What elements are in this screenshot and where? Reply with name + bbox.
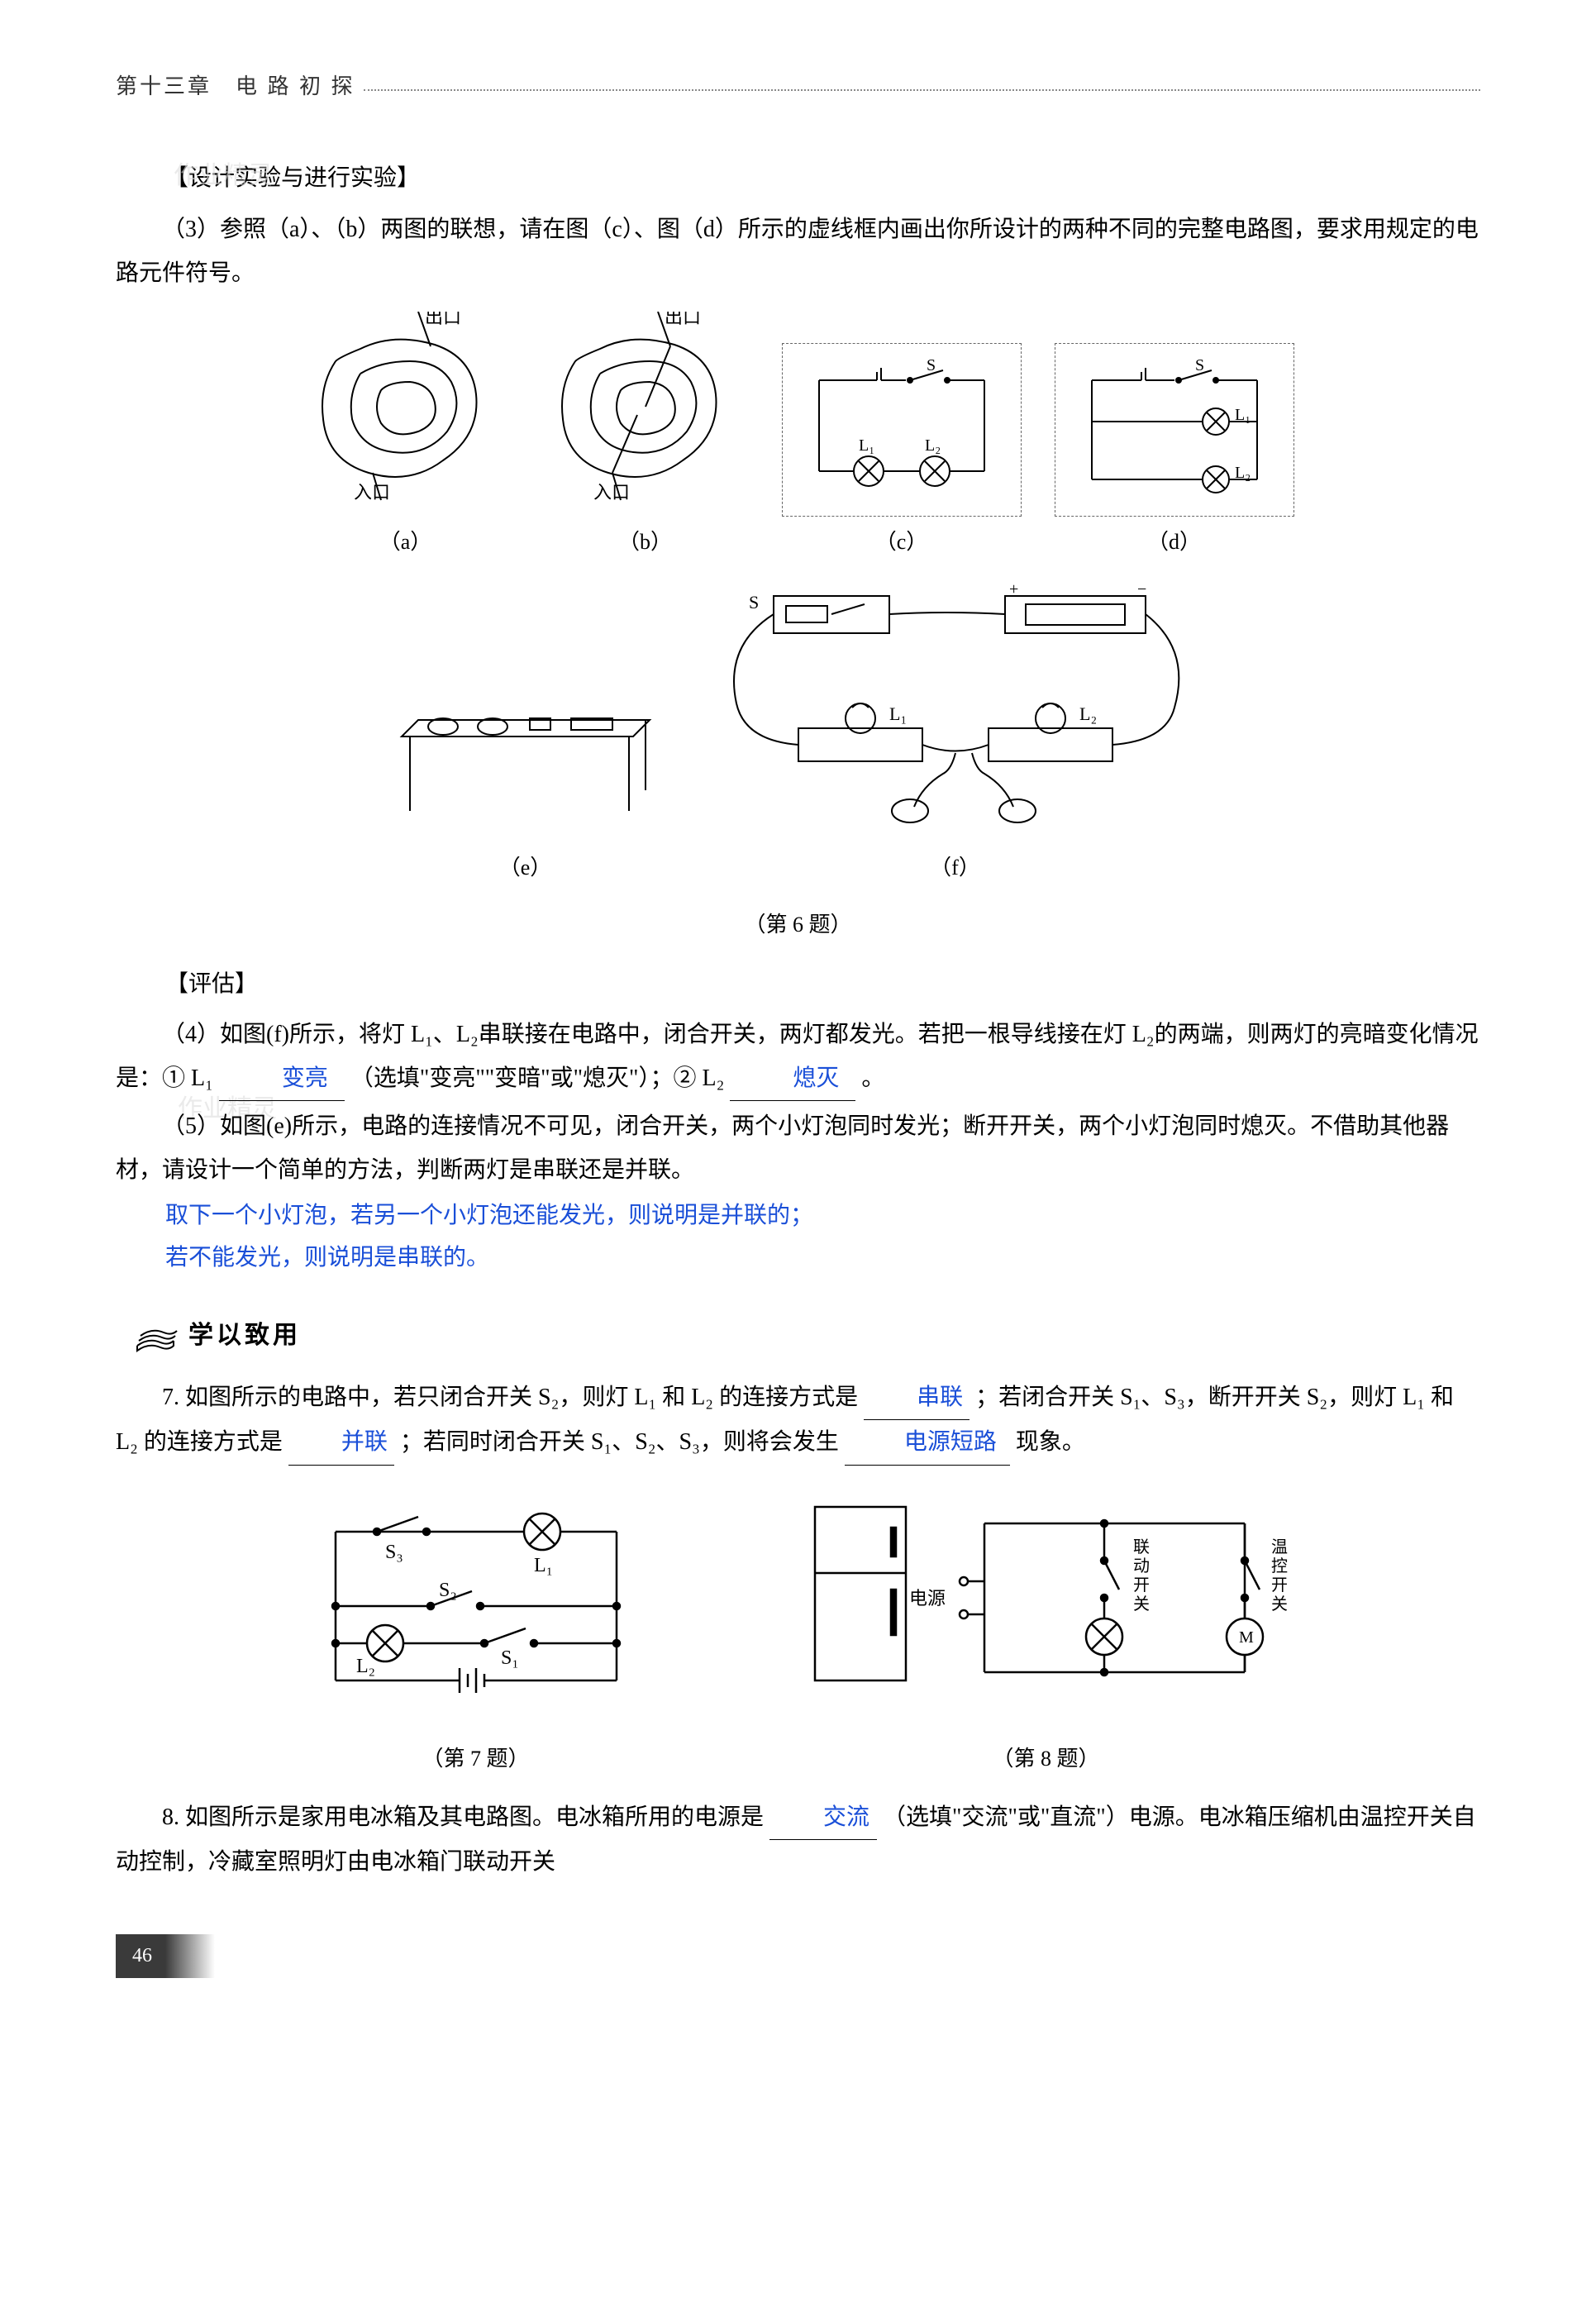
maze-b-svg: 出口 入口: [542, 312, 749, 502]
figure-6f: S + − L₁ L₂: [699, 579, 1212, 889]
figure-8-caption: （第 8 题）: [798, 1738, 1294, 1779]
figure-6-row2: （e） S + −: [116, 579, 1480, 889]
question-3-text: （3）参照（a）、（b）两图的联想，请在图（c）、图（d）所示的虚线框内画出你所…: [116, 207, 1480, 295]
circuit-c-svg: S L₁ L₂: [794, 355, 1009, 504]
q4-answer-2: 熄灭: [730, 1056, 855, 1101]
svg-text:S₃: S₃: [385, 1542, 403, 1563]
figure-6e: （e）: [385, 613, 666, 889]
q8-text-1: 8. 如图所示是家用电冰箱及其电路图。电冰箱所用的电源是: [162, 1804, 764, 1830]
svg-text:L₂: L₂: [1235, 464, 1251, 482]
question-8: 8. 如图所示是家用电冰箱及其电路图。电冰箱所用的电源是 交流 （选填"交流"或…: [116, 1795, 1480, 1884]
q7-text-4: 现象。: [1016, 1429, 1085, 1455]
figure-label-b: （b）: [542, 522, 749, 562]
svg-text:S₁: S₁: [501, 1647, 519, 1669]
svg-text:L₁: L₁: [1235, 406, 1251, 424]
figure-8: M 电源 联 动 开 关 温 控 开 关 （第 8 题）: [798, 1482, 1294, 1780]
question-7: 7. 如图所示的电路中，若只闭合开关 S₂，则灯 L₁ 和 L₂ 的连接方式是 …: [116, 1375, 1480, 1465]
svg-text:L₁: L₁: [859, 436, 874, 455]
figure-6d: S L₁ L₂ （d）: [1055, 343, 1294, 562]
svg-text:L₂: L₂: [1079, 703, 1097, 724]
svg-text:开: 开: [1271, 1576, 1288, 1595]
maze-entry-label: 入口: [354, 482, 390, 502]
svg-text:电源: 电源: [908, 1588, 945, 1609]
q8-answer-1: 交流: [769, 1795, 877, 1840]
q4-text-3: 。: [861, 1065, 884, 1091]
figure-label-c: （c）: [782, 522, 1022, 562]
question-4: （4）如图(f)所示，将灯 L₁、L₂串联接在电路中，闭合开关，两灯都发光。若把…: [116, 1013, 1480, 1101]
section-heading-eval: 【评估】: [165, 962, 1480, 1006]
svg-text:−: −: [1137, 580, 1146, 598]
maze-entry-label: 入口: [593, 482, 630, 502]
circuit-f-svg: S + − L₁ L₂: [699, 579, 1212, 827]
figure-label-a: （a）: [303, 522, 509, 562]
figure-6-caption: （第 6 题）: [116, 904, 1480, 945]
q4-answer-1: 变亮: [219, 1056, 345, 1101]
circuit-8-svg: M 电源 联 动 开 关 温 控 开 关: [798, 1482, 1294, 1714]
figure-label-e: （e）: [385, 847, 666, 888]
svg-text:+: +: [1009, 580, 1018, 598]
section-apply-title: 学以致用: [188, 1312, 301, 1359]
q7-answer-3: 电源短路: [845, 1420, 1010, 1465]
question-5-answer: 取下一个小灯泡，若另一个小灯泡还能发光，则说明是并联的； 若不能发光，则说明是串…: [165, 1195, 1480, 1279]
page-header: 第十三章 电 路 初 探: [116, 66, 1480, 107]
svg-text:L₁: L₁: [534, 1555, 553, 1576]
circuit-d-svg: S L₁ L₂: [1067, 355, 1282, 504]
svg-text:温: 温: [1271, 1537, 1288, 1556]
svg-text:L₂: L₂: [925, 436, 941, 455]
svg-text:关: 关: [1133, 1595, 1150, 1614]
section-heading-experiment: 【设计实验与进行实验】: [165, 156, 1480, 200]
maze-exit-label: 出口: [425, 312, 461, 327]
circuit-7-svg: S₃ S₂ S₁ L₁ L₂: [303, 1499, 650, 1714]
books-icon: [132, 1316, 179, 1356]
svg-text:L₁: L₁: [889, 703, 907, 724]
section-apply: 学以致用: [132, 1312, 1480, 1359]
svg-text:控: 控: [1271, 1556, 1288, 1575]
q5-answer-line2: 若不能发光，则说明是串联的。: [165, 1237, 1480, 1279]
q7-text-1: 7. 如图所示的电路中，若只闭合开关 S₂，则灯 L₁ 和 L₂ 的连接方式是: [162, 1385, 858, 1410]
svg-text:开: 开: [1133, 1576, 1150, 1595]
svg-text:关: 关: [1271, 1595, 1288, 1614]
q7-text-3: ；若同时闭合开关 S₁、S₂、S₃，则将会发生: [400, 1429, 839, 1455]
svg-text:动: 动: [1133, 1556, 1150, 1575]
svg-text:S₂: S₂: [439, 1580, 457, 1601]
svg-text:S: S: [749, 592, 759, 613]
figure-6-row1: 出口 入口 （a） 出口 入口 （b）: [116, 312, 1480, 563]
desk-e-svg: [385, 613, 666, 827]
figure-7: S₃ S₂ S₁ L₁ L₂ （第 7 题）: [303, 1499, 650, 1780]
q7-answer-2: 并联: [288, 1420, 394, 1465]
svg-text:M: M: [1239, 1628, 1254, 1647]
chapter-title: 第十三章 电 路 初 探: [116, 66, 355, 107]
figure-6b: 出口 入口 （b）: [542, 312, 749, 563]
figure-label-d: （d）: [1055, 522, 1294, 562]
header-dots: [364, 89, 1480, 91]
question-5: （5）如图(e)所示，电路的连接情况不可见，闭合开关，两个小灯泡同时发光；断开开…: [116, 1104, 1480, 1192]
figure-6a: 出口 入口 （a）: [303, 312, 509, 563]
page-number: 46: [116, 1934, 215, 1979]
svg-text:L₂: L₂: [356, 1656, 375, 1677]
maze-exit-label: 出口: [665, 312, 701, 327]
svg-text:联: 联: [1133, 1537, 1150, 1556]
maze-a-svg: 出口 入口: [303, 312, 509, 502]
q7-answer-1: 串联: [864, 1375, 970, 1420]
q4-text-2: （选填"变亮""变暗"或"熄灭"）；② L₂: [350, 1065, 724, 1091]
figure-7-caption: （第 7 题）: [303, 1738, 650, 1779]
figure-7-8-row: S₃ S₂ S₁ L₁ L₂ （第 7 题）: [116, 1482, 1480, 1780]
svg-text:S: S: [927, 356, 936, 374]
figure-label-f: （f）: [699, 847, 1212, 888]
svg-text:S: S: [1195, 356, 1204, 374]
figure-6c: S L₁ L₂ （c）: [782, 343, 1022, 562]
q5-answer-line1: 取下一个小灯泡，若另一个小灯泡还能发光，则说明是并联的；: [165, 1195, 1480, 1237]
